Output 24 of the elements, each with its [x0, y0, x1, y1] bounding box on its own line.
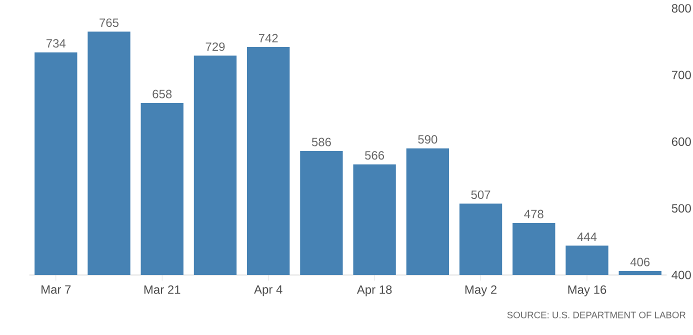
data-label: 590	[418, 135, 438, 144]
data-label: 566	[365, 151, 384, 160]
x-tick-label: Mar 21	[144, 285, 180, 294]
x-tick-label: Apr 4	[254, 285, 282, 296]
y-tick-label: 400	[672, 270, 691, 280]
source-note: SOURCE: U.S. DEPARTMENT OF LABOR	[507, 312, 686, 318]
data-label: 658	[152, 90, 172, 98]
data-label: 734	[46, 39, 66, 48]
data-label: 478	[524, 210, 544, 218]
y-tick-label: 600	[672, 137, 691, 146]
x-tick-label: May 2	[465, 285, 496, 296]
data-label: 765	[100, 18, 119, 27]
data-label: 729	[206, 42, 225, 51]
y-tick-label: 500	[672, 204, 691, 213]
data-label: 444	[577, 232, 597, 241]
y-tick-label: 700	[672, 70, 691, 80]
y-tick-label: 800	[672, 4, 691, 13]
x-tick-label: Apr 18	[356, 285, 392, 296]
data-label: 406	[630, 258, 650, 266]
x-tick-label: May 16	[568, 285, 606, 296]
data-label: 742	[258, 34, 278, 42]
x-tick-label: Mar 7	[42, 285, 71, 294]
data-label: 507	[471, 190, 490, 199]
data-label: 586	[312, 138, 331, 146]
